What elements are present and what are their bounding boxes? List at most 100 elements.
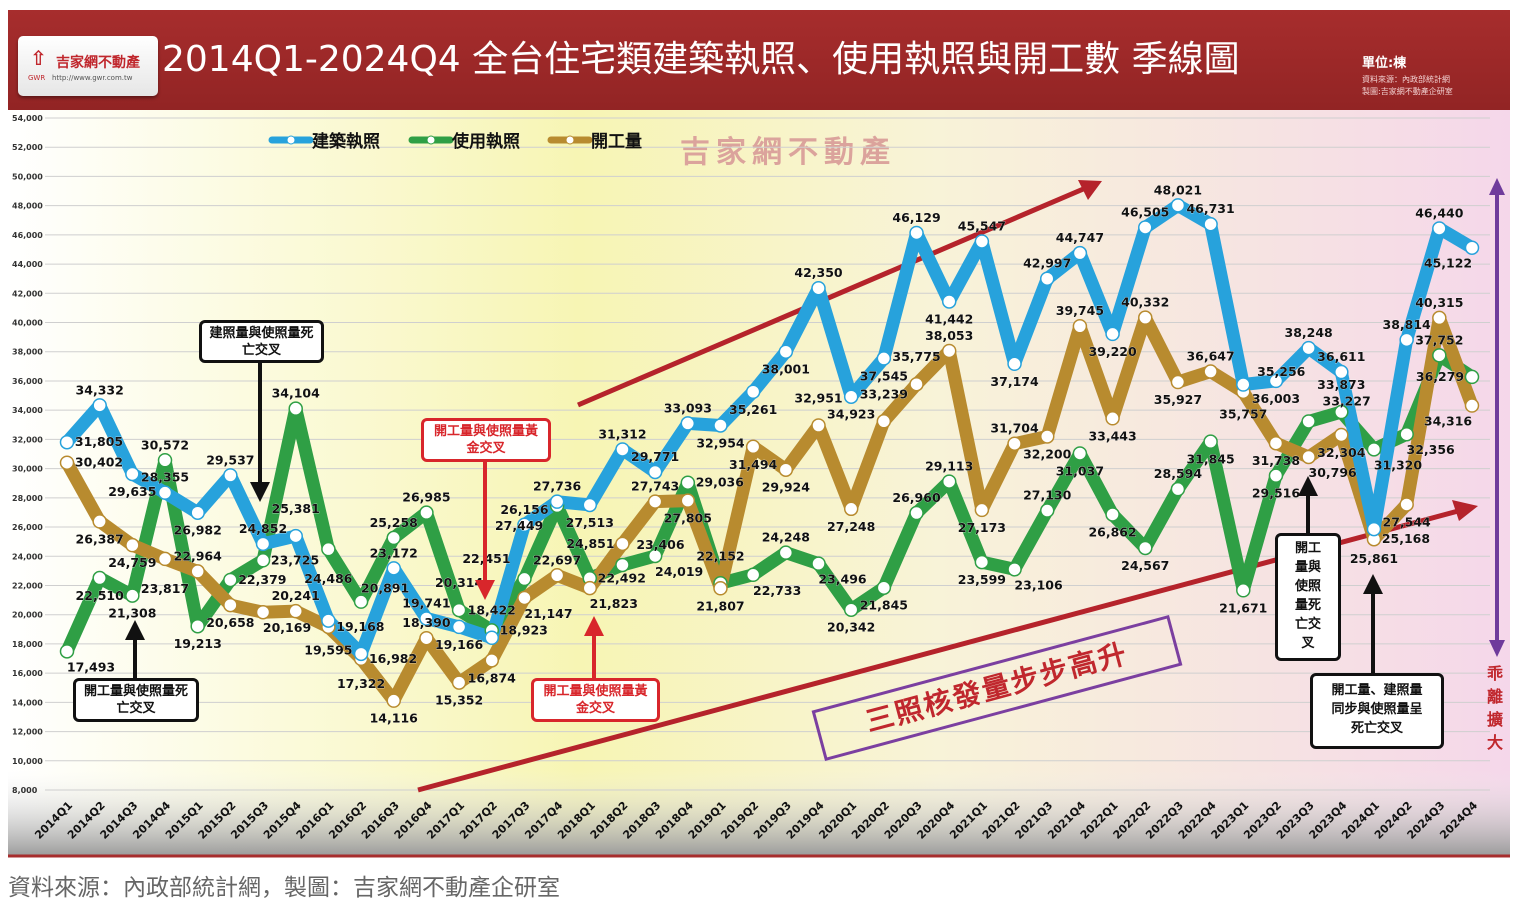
data-label-start: 16,874 — [468, 670, 517, 685]
data-point-start — [419, 630, 434, 646]
data-label-usage: 18,923 — [500, 622, 548, 637]
upper-trend-arrow — [577, 184, 1089, 408]
data-point-start — [615, 536, 630, 552]
data-point-usage — [843, 602, 859, 617]
data-label-building: 45,547 — [958, 218, 1006, 233]
data-point-usage — [92, 570, 107, 586]
data-point-start — [549, 568, 565, 583]
data-label-start: 29,924 — [762, 480, 811, 495]
data-point-start — [157, 551, 173, 567]
data-point-start — [1203, 364, 1218, 379]
y-tick-label: 8,000 — [12, 786, 38, 795]
data-label-building: 23,172 — [370, 545, 418, 560]
data-label-start: 33,443 — [1088, 428, 1136, 443]
y-tick-label: 12,000 — [12, 728, 43, 737]
data-label-start: 21,147 — [524, 606, 572, 621]
data-label-usage: 34,104 — [272, 386, 321, 401]
data-point-usage — [909, 505, 924, 521]
y-tick-label: 36,000 — [12, 377, 43, 386]
data-label-start: 35,927 — [1154, 392, 1202, 407]
data-label-start: 24,759 — [108, 555, 156, 570]
data-label-start: 19,168 — [336, 619, 384, 634]
data-label-start: 40,315 — [1415, 295, 1463, 310]
y-tick-label: 22,000 — [12, 581, 43, 590]
data-label-usage: 30,572 — [141, 437, 189, 452]
data-label-building: 35,261 — [729, 402, 777, 417]
callout-golden-cross-2: 開工量與使照量黃金交叉 — [531, 678, 660, 722]
data-label-building: 26,982 — [174, 523, 222, 538]
data-point-start — [811, 418, 826, 433]
data-point-usage — [680, 475, 696, 490]
data-label-building: 36,611 — [1317, 349, 1365, 364]
data-label-building: 19,595 — [304, 643, 352, 658]
chart-title: 2014Q1-2024Q4 全台住宅類建築執照、使用執照與開工數 季線圖 — [162, 39, 1240, 80]
data-label-building: 44,747 — [1056, 230, 1104, 245]
data-label-start: 24,851 — [566, 536, 614, 551]
data-point-building — [386, 561, 401, 576]
data-label-building: 34,923 — [827, 407, 875, 422]
data-point-building — [1366, 521, 1382, 537]
y-tick-label: 40,000 — [12, 319, 43, 328]
data-point-usage — [778, 545, 794, 560]
data-label-building: 37,174 — [990, 374, 1039, 389]
data-label-usage: 32,356 — [1407, 442, 1456, 457]
data-point-start — [255, 604, 271, 620]
data-point-building — [451, 619, 467, 635]
data-label-building: 28,355 — [141, 470, 189, 485]
data-point-start — [713, 581, 728, 596]
y-tick-label: 14,000 — [12, 698, 43, 707]
data-label-building: 25,381 — [272, 501, 320, 516]
data-label-start: 27,743 — [631, 479, 679, 494]
data-label-start: 30,796 — [1309, 465, 1358, 480]
y-tick-label: 50,000 — [12, 172, 43, 181]
y-tick-label: 44,000 — [12, 260, 43, 269]
data-point-usage — [1236, 583, 1251, 598]
data-point-building — [92, 398, 107, 413]
data-label-start: 27,544 — [1383, 514, 1432, 529]
data-label-start: 32,200 — [1023, 446, 1072, 461]
data-point-usage — [419, 505, 434, 520]
data-point-usage — [1301, 414, 1316, 429]
data-label-building: 27,513 — [566, 515, 614, 530]
data-label-building: 41,442 — [925, 311, 973, 326]
data-label-building: 46,440 — [1415, 205, 1464, 220]
data-label-start: 40,332 — [1121, 295, 1169, 310]
data-point-building — [1236, 377, 1251, 392]
data-point-start — [876, 414, 892, 429]
data-point-start — [1072, 318, 1088, 334]
data-point-start — [288, 603, 303, 619]
y-tick-label: 54,000 — [12, 114, 43, 123]
data-point-start — [517, 590, 532, 606]
data-point-building — [1170, 198, 1186, 213]
data-label-usage: 31,037 — [1056, 463, 1104, 478]
data-label-building: 39,220 — [1088, 344, 1137, 359]
data-label-building: 31,805 — [75, 434, 123, 449]
data-label-start: 32,951 — [794, 390, 842, 405]
data-label-building: 46,129 — [892, 210, 940, 225]
data-point-start — [1334, 427, 1349, 443]
data-point-usage — [125, 588, 140, 603]
data-label-usage: 20,342 — [827, 620, 875, 635]
data-label-building: 24,852 — [239, 521, 287, 536]
data-label-usage: 21,308 — [108, 606, 156, 621]
data-label-building: 32,954 — [696, 435, 745, 450]
data-point-start — [909, 376, 924, 392]
data-label-usage: 29,516 — [1252, 486, 1301, 501]
data-label-building: 29,635 — [108, 484, 156, 499]
data-label-start: 26,387 — [76, 531, 124, 546]
data-label-usage: 28,594 — [1154, 466, 1203, 481]
y-tick-label: 18,000 — [12, 640, 43, 649]
data-label-usage: 23,406 — [636, 537, 685, 552]
data-label-building: 17,322 — [337, 676, 385, 691]
data-point-building — [909, 225, 924, 241]
data-point-usage — [811, 556, 826, 571]
lower-trend-arrowhead — [1452, 500, 1478, 521]
data-point-building — [1268, 373, 1284, 389]
callout-arrowhead — [250, 482, 270, 502]
data-label-start: 35,775 — [892, 349, 940, 364]
watermark: 吉家網不動產 — [680, 135, 896, 170]
data-label-start: 38,053 — [925, 328, 973, 343]
data-label-building: 46,505 — [1121, 204, 1169, 219]
data-point-building — [811, 280, 826, 296]
data-label-building: 38,814 — [1383, 317, 1432, 332]
